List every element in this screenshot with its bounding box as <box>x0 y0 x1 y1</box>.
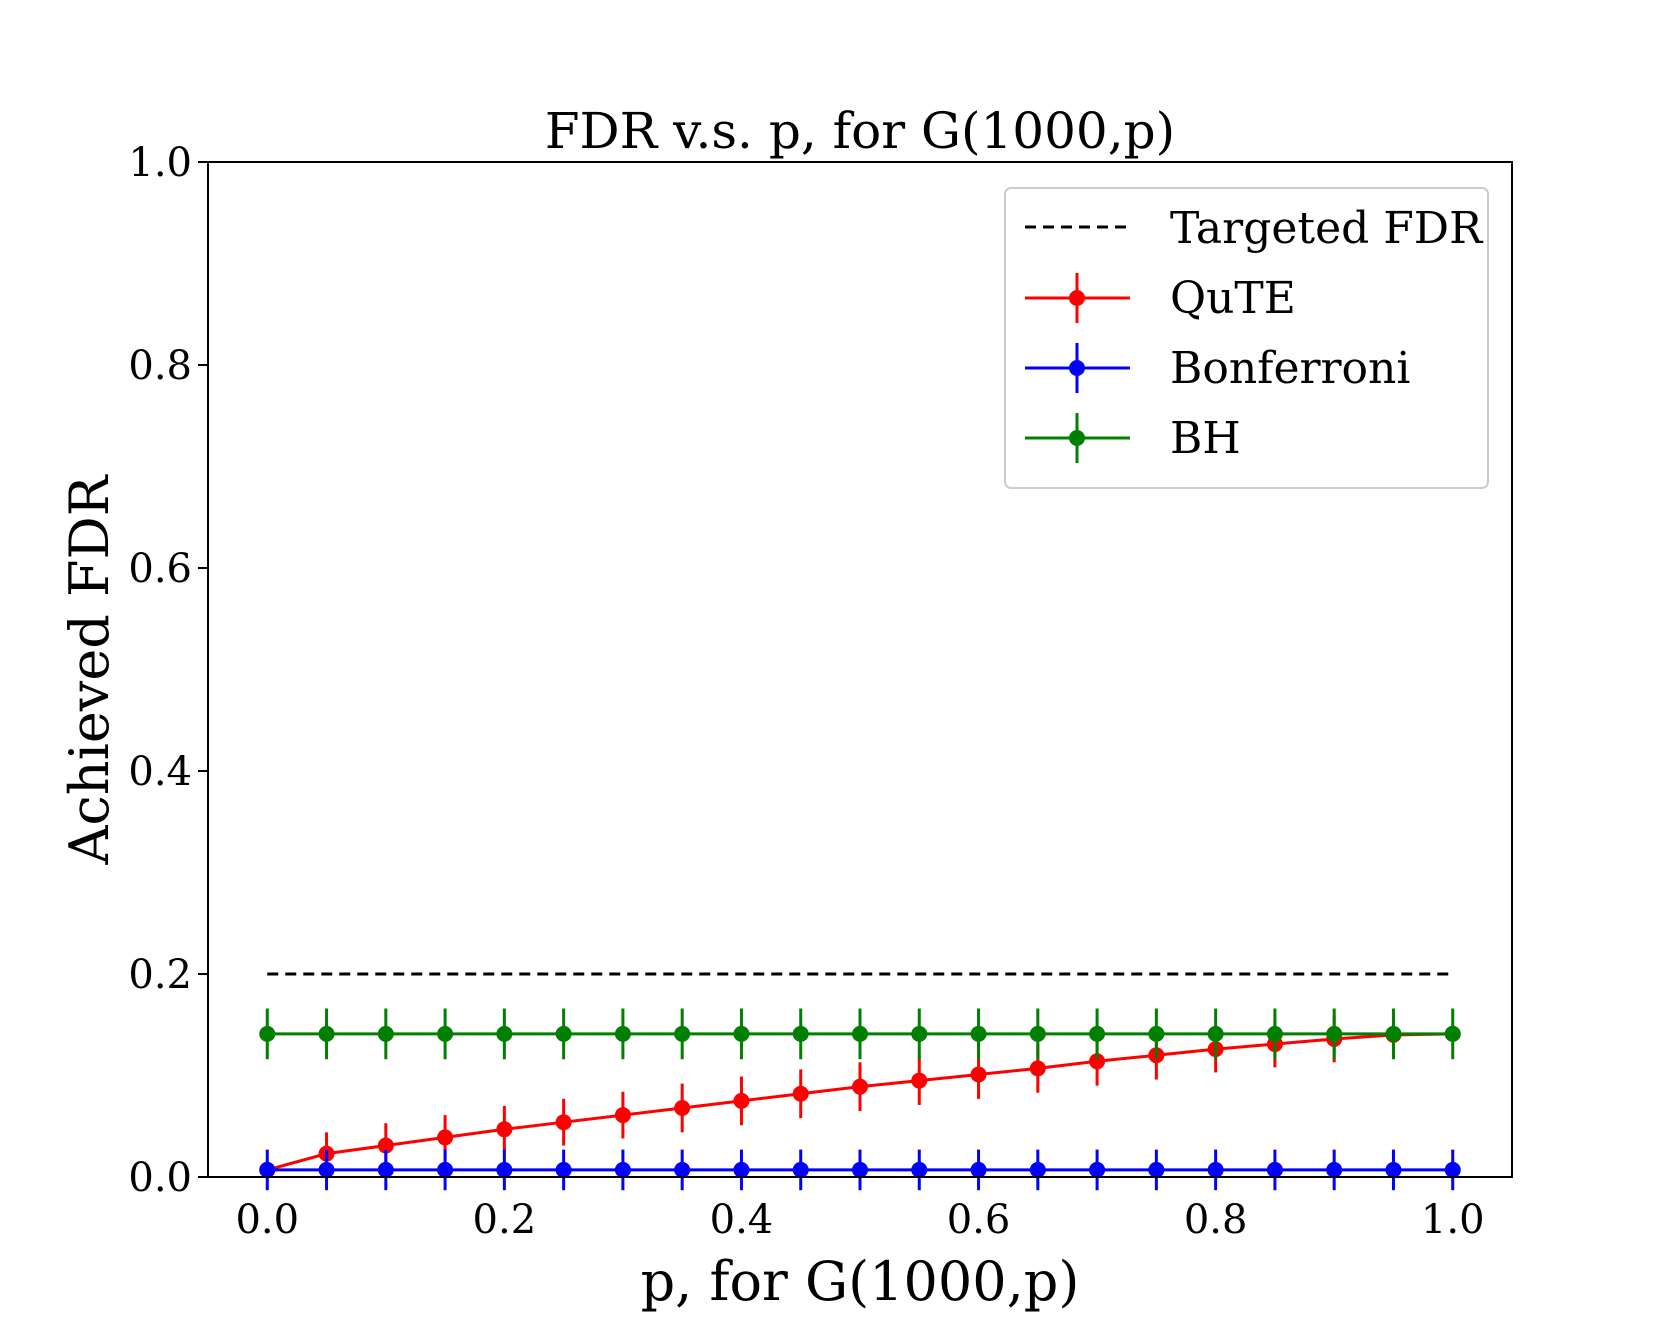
bonferroni-point <box>377 1161 394 1178</box>
plot-frame <box>207 161 1513 1178</box>
bh-point <box>496 1025 513 1042</box>
bh-point <box>1148 1025 1165 1042</box>
legend-box <box>1004 187 1489 489</box>
qute-point <box>437 1129 454 1146</box>
x-tick-label: 0.0 <box>235 1197 299 1243</box>
bh-point <box>1029 1025 1046 1042</box>
bonferroni-point <box>318 1161 335 1178</box>
legend-bonferroni-label: Bonferroni <box>1170 343 1410 394</box>
legend-item-qute: QuTE <box>1025 273 1296 324</box>
bonferroni-point <box>852 1161 868 1178</box>
bh-point <box>437 1025 454 1042</box>
bh-point <box>733 1025 750 1042</box>
bonferroni-point <box>259 1161 276 1178</box>
y-tick-label: 0.0 <box>128 1155 192 1201</box>
bh-point <box>1385 1025 1402 1042</box>
x-tick-label: 0.6 <box>947 1197 1011 1243</box>
bh-point <box>911 1025 928 1042</box>
y-tick-label: 1.0 <box>128 140 192 186</box>
bonferroni-point <box>911 1161 928 1178</box>
qute-point <box>792 1085 809 1102</box>
bonferroni-point <box>1207 1161 1224 1178</box>
bonferroni-point <box>792 1161 809 1178</box>
legend-bh-label: BH <box>1170 413 1241 464</box>
bonferroni-point <box>1326 1161 1343 1178</box>
bh-point <box>259 1025 276 1042</box>
chart-title: FDR v.s. p, for G(1000,p) <box>545 102 1175 160</box>
legend-qute-label: QuTE <box>1170 273 1296 324</box>
x-axis-ticks: 0.0 0.2 0.4 0.6 0.8 1.0 <box>235 1177 1485 1243</box>
qute-point <box>555 1114 572 1131</box>
bonferroni-point <box>1444 1161 1461 1178</box>
bonferroni-point <box>733 1161 750 1178</box>
bh-point <box>1444 1025 1461 1042</box>
bonferroni-point <box>437 1161 454 1178</box>
qute-point <box>852 1078 868 1095</box>
y-axis-ticks: 0.0 0.2 0.4 0.6 0.8 1.0 <box>128 140 208 1201</box>
x-tick-label: 0.4 <box>710 1197 774 1243</box>
legend-item-bh: BH <box>1025 413 1241 464</box>
bonferroni-point <box>555 1161 572 1178</box>
x-axis-label: p, for G(1000,p) <box>641 1250 1080 1313</box>
x-tick-label: 0.8 <box>1184 1197 1248 1243</box>
bonferroni-point <box>1385 1161 1402 1178</box>
x-tick-label: 1.0 <box>1421 1197 1485 1243</box>
bonferroni-point <box>1089 1161 1106 1178</box>
y-tick-label: 0.6 <box>128 546 192 592</box>
bh-point <box>852 1025 868 1042</box>
bh-point <box>1326 1025 1343 1042</box>
legend-item-bonferroni: Bonferroni <box>1025 343 1410 394</box>
series-layer <box>259 1008 1461 1191</box>
bh-point <box>970 1025 987 1042</box>
qute-point <box>674 1099 691 1116</box>
legend-bonferroni-marker <box>1069 360 1085 376</box>
legend-bh-marker <box>1069 430 1085 446</box>
qute-point <box>733 1092 750 1109</box>
bh-point <box>1266 1025 1283 1042</box>
qute-point <box>970 1066 987 1083</box>
bh-point <box>674 1025 691 1042</box>
series-bh <box>259 1008 1461 1060</box>
bonferroni-point <box>1266 1161 1283 1178</box>
x-tick-label: 0.2 <box>473 1197 537 1243</box>
legend-targeted-fdr-label: Targeted FDR <box>1170 203 1484 254</box>
bh-point <box>1089 1025 1106 1042</box>
qute-point <box>1089 1053 1106 1070</box>
bonferroni-point <box>496 1161 513 1178</box>
y-tick-label: 0.2 <box>128 952 192 998</box>
qute-point <box>614 1107 631 1124</box>
bonferroni-point <box>1148 1161 1165 1178</box>
legend-qute-marker <box>1069 290 1085 306</box>
bh-point <box>614 1025 631 1042</box>
qute-point <box>377 1137 394 1154</box>
bh-point <box>318 1025 335 1042</box>
legend: Targeted FDR QuTE Bonferroni BH <box>1004 187 1489 489</box>
y-tick-label: 0.4 <box>128 749 192 795</box>
qute-point <box>1029 1060 1046 1077</box>
y-axis-label: Achieved FDR <box>58 474 121 865</box>
bh-point <box>792 1025 809 1042</box>
bh-point <box>1207 1025 1224 1042</box>
series-bonferroni <box>259 1149 1461 1191</box>
bh-point <box>377 1025 394 1042</box>
y-tick-label: 0.8 <box>128 343 192 389</box>
bonferroni-point <box>1029 1161 1046 1178</box>
bonferroni-point <box>674 1161 691 1178</box>
qute-point <box>911 1072 928 1089</box>
bh-point <box>555 1025 572 1042</box>
bonferroni-point <box>970 1161 987 1178</box>
qute-point <box>496 1121 513 1138</box>
bonferroni-point <box>614 1161 631 1178</box>
